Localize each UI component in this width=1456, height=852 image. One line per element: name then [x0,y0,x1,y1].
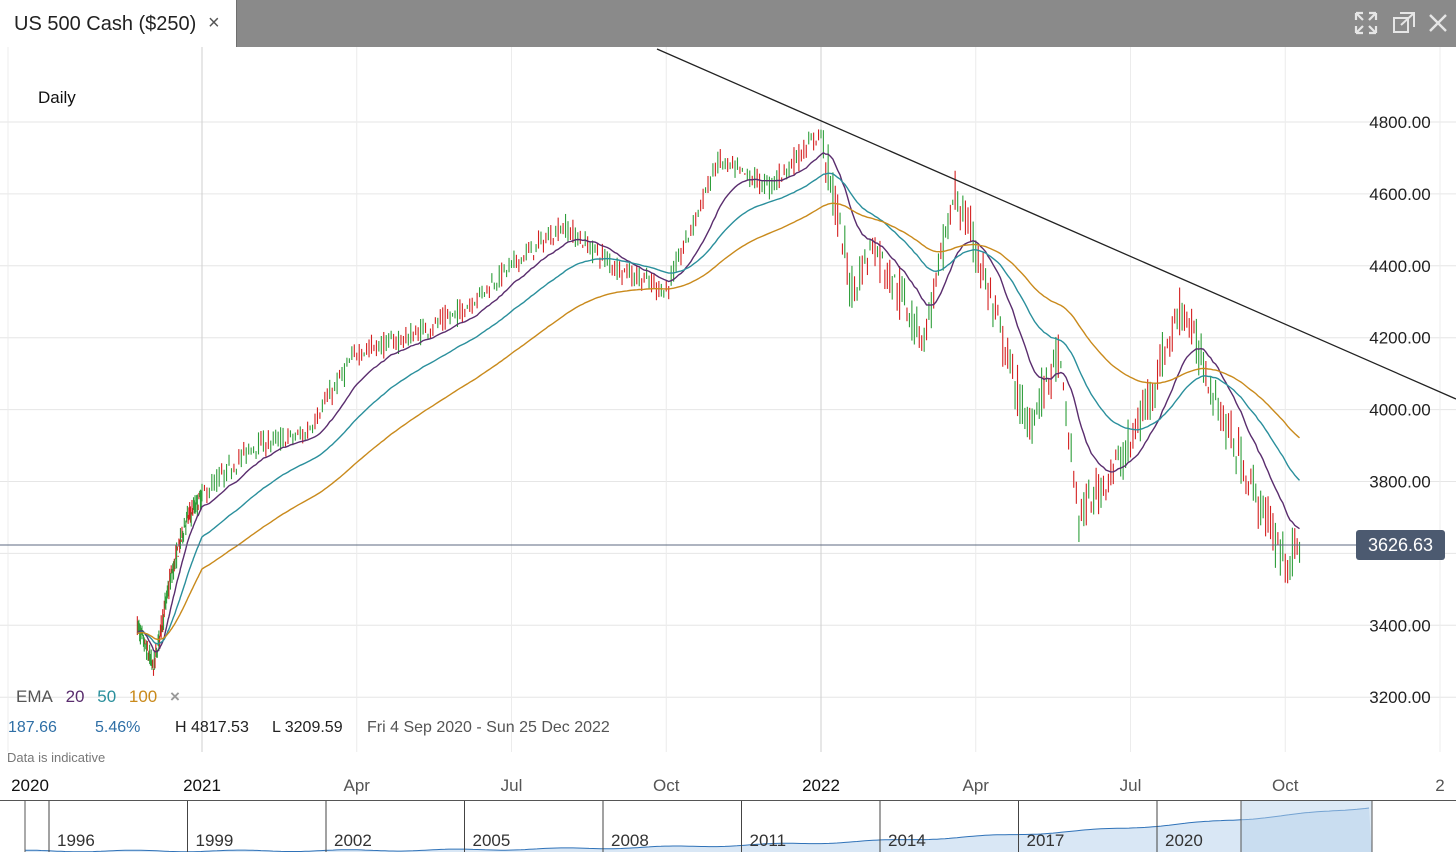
y-tick-label: 4600.00 [1369,185,1430,204]
timeframe-label[interactable]: Daily [38,88,76,107]
stat-low: L 3209.59 [272,719,343,736]
ema-20-period[interactable]: 20 [65,687,85,706]
stat-high: H 4817.53 [175,719,249,736]
y-tick-label: 3400.00 [1369,616,1430,635]
navigator-area [25,808,1372,852]
range-navigator[interactable]: 1996 1999 2002 2005 2008 2011 2014 2017 2020 [0,800,1456,852]
ema-100-period[interactable]: 100 [128,687,158,706]
tab-close-icon[interactable]: × [208,12,220,34]
ema-label: EMA [16,687,53,706]
ema-50-period[interactable]: 50 [97,687,117,706]
navigator-year-label: 2020 [1165,831,1203,850]
navigator-year-label: 2017 [1027,831,1065,850]
navigator-year-label: 2008 [611,831,649,850]
navigator-canvas[interactable]: 1996 1999 2002 2005 2008 2011 2014 2017 2020 [0,801,1456,852]
ema-remove-icon[interactable]: × [170,687,180,706]
candles-group [136,129,1301,676]
navigator-year-label: 1999 [196,831,234,850]
y-tick-label: 4400.00 [1369,257,1430,276]
navigator-year-label: 2002 [334,831,372,850]
ema-20-line [136,151,1300,653]
window-titlebar: US 500 Cash ($250) × [0,0,1456,47]
current-price-badge: 3626.63 [1356,530,1445,560]
stat-change: 187.66 [8,719,57,736]
tab-title: US 500 Cash ($250) [14,13,197,35]
trendline [656,48,1456,400]
y-tick-label: 3800.00 [1369,473,1430,492]
navigator-selection [1241,801,1372,852]
navigator-year-label: 2011 [750,831,787,850]
x-tick-label: Apr [963,776,990,795]
y-tick-label: 4800.00 [1369,113,1430,132]
x-tick-label: Jul [501,776,523,795]
navigator-year-label: 2005 [473,831,511,850]
x-tick-label: 2020 [11,776,49,795]
popout-icon[interactable] [1390,9,1418,37]
x-tick-label: Oct [653,776,680,795]
y-tick-label: 3200.00 [1369,688,1430,707]
stat-change-pct: 5.46% [95,719,141,736]
x-tick-label: 2 [1435,776,1444,795]
chart-tab[interactable]: US 500 Cash ($250) × [0,0,237,47]
chart-canvas[interactable]: 4800.00 4600.00 4400.00 4200.00 4000.00 3800.… [0,47,1456,799]
x-tick-label: Oct [1272,776,1299,795]
expand-icon[interactable] [1352,9,1380,37]
close-icon[interactable] [1424,9,1452,37]
x-tick-label: Jul [1120,776,1142,795]
x-tick-label: 2021 [183,776,221,795]
ema-50-line [136,172,1301,645]
stat-date-range: Fri 4 Sep 2020 - Sun 25 Dec 2022 [367,719,610,736]
indicative-note: Data is indicative [7,750,106,765]
x-tick-label: Apr [344,776,371,795]
ema-100-line [137,202,1300,641]
navigator-line [25,807,1370,852]
price-chart[interactable]: 4800.00 4600.00 4400.00 4200.00 4000.00 3800.… [0,47,1456,799]
y-tick-label: 4200.00 [1369,329,1430,348]
x-tick-label: 2022 [802,776,840,795]
ema-legend[interactable]: EMA 20 50 100 × [16,687,188,707]
y-tick-label: 4000.00 [1369,401,1430,420]
navigator-year-label: 1996 [57,831,95,850]
navigator-year-label: 2014 [888,831,926,850]
